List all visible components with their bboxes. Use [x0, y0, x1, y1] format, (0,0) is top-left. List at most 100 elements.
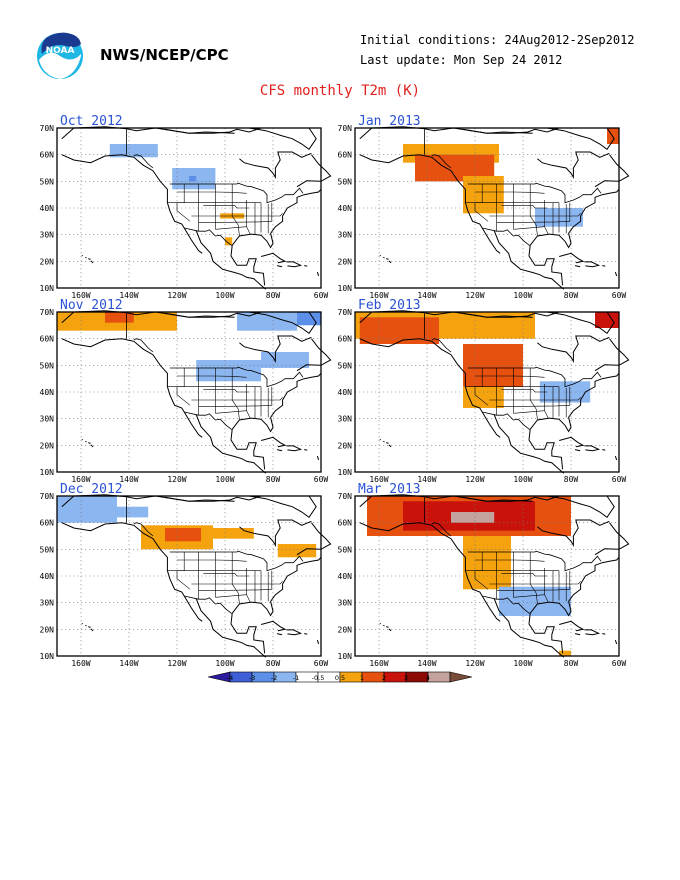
coastline — [239, 151, 312, 180]
state-border — [529, 368, 538, 420]
lon-tick-label: 60W — [612, 291, 627, 300]
lon-tick-label: 100W — [513, 659, 532, 668]
lon-tick-label: 60W — [314, 659, 329, 668]
lon-tick-label: 100W — [215, 659, 234, 668]
state-border — [198, 221, 272, 223]
map-panel-oct-2012: Oct 2012 70N 60N 50N 40N 30N 20N 10N 160W 140W 12… — [40, 115, 332, 300]
axis-labels: 70N 60N 50N 40N 30N 20N 10N 160W 140W 120W 100W 80W… — [338, 492, 627, 668]
colorbar-tick-label: 2 — [382, 674, 386, 682]
anomaly-cell — [117, 506, 149, 518]
lon-tick-label: 80W — [266, 475, 281, 484]
island-outline — [286, 629, 303, 636]
coastline — [195, 598, 267, 658]
lon-tick-label: 160W — [369, 291, 388, 300]
anomaly-cell — [297, 312, 321, 326]
lat-tick-label: 70N — [338, 492, 353, 501]
coastline — [359, 522, 501, 622]
lat-tick-label: 10N — [338, 284, 353, 293]
lon-tick-label: 80W — [266, 659, 281, 668]
lon-tick-label: 140W — [417, 475, 436, 484]
panel-title: Oct 2012 — [60, 114, 123, 129]
axis-labels: 70N 60N 50N 40N 30N 20N 10N 160W 140W 120W 100W 80W… — [40, 308, 329, 484]
island-outline — [85, 440, 87, 443]
lat-tick-label: 10N — [40, 284, 55, 293]
state-border — [191, 581, 283, 585]
country-border — [169, 366, 304, 388]
state-border — [475, 559, 545, 562]
anomaly-cell — [451, 512, 495, 523]
lat-tick-label: 20N — [40, 625, 55, 634]
lon-tick-label: 100W — [513, 475, 532, 484]
agency-name: NWS/NCEP/CPC — [100, 46, 229, 64]
state-border — [231, 368, 240, 420]
lon-tick-label: 160W — [71, 659, 90, 668]
state-border — [475, 191, 545, 194]
graticule — [355, 496, 619, 656]
lon-tick-label: 80W — [564, 659, 579, 668]
coastline — [594, 522, 630, 556]
island-outline — [602, 633, 606, 635]
island-outline — [602, 265, 606, 267]
island-outline — [85, 624, 87, 627]
lon-tick-label: 140W — [119, 659, 138, 668]
state-border — [529, 552, 538, 604]
lat-tick-label: 50N — [338, 361, 353, 370]
coastlines — [359, 126, 630, 290]
map-canvas: 70N 60N 50N 40N 30N 20N 10N 160W 140W 120W 100W 80W… — [40, 492, 332, 668]
coastline — [296, 522, 332, 556]
coastline — [248, 311, 317, 335]
coastline — [462, 495, 560, 502]
coastlines — [359, 494, 630, 658]
coastline — [546, 127, 615, 151]
lat-tick-label: 40N — [338, 572, 353, 581]
state-border — [177, 375, 247, 378]
coastline — [61, 154, 203, 254]
colorbar-tick-label: -3 — [249, 674, 255, 682]
island-outline — [559, 620, 585, 632]
panel-title: Nov 2012 — [60, 298, 123, 313]
coastlines — [359, 310, 630, 474]
state-border — [215, 594, 247, 598]
coastline — [231, 556, 322, 617]
coastline — [359, 338, 501, 438]
lon-tick-label: 80W — [564, 291, 579, 300]
state-border — [489, 581, 581, 585]
island-outline — [386, 442, 389, 444]
map-panel-dec-2012: Dec 2012 70N 60N 50N 40N 30N 20N 10N 160W 140W 12… — [40, 483, 332, 668]
anomaly-cell — [165, 528, 201, 542]
coastline — [546, 495, 615, 519]
lon-tick-label: 100W — [215, 475, 234, 484]
lat-tick-label: 70N — [338, 308, 353, 317]
coastline — [529, 188, 620, 249]
island-outline — [316, 271, 320, 277]
lat-tick-label: 60N — [338, 335, 353, 344]
anomaly-cell — [205, 528, 254, 539]
anomaly-cell — [277, 544, 317, 558]
anomaly-cell — [225, 237, 233, 246]
lon-tick-label: 120W — [167, 659, 186, 668]
anomaly-cell — [463, 536, 511, 590]
coastline — [493, 598, 565, 658]
map-frame — [56, 311, 322, 473]
lon-tick-label: 60W — [314, 291, 329, 300]
coastline — [231, 188, 322, 249]
map-frame — [354, 495, 620, 657]
lon-tick-label: 120W — [167, 291, 186, 300]
lat-tick-label: 50N — [338, 177, 353, 186]
map-canvas: 70N 60N 50N 40N 30N 20N 10N 160W 140W 120W 100W 80W… — [338, 492, 630, 668]
coastline — [493, 414, 565, 474]
initial-conditions: Initial conditions: 24Aug2012-2Sep2012 — [360, 33, 635, 47]
coastline — [239, 335, 312, 364]
state-border — [177, 559, 247, 562]
coastlines — [61, 494, 332, 658]
coastline — [239, 519, 312, 548]
state-border — [475, 375, 545, 378]
lat-tick-label: 60N — [40, 151, 55, 160]
country-border — [467, 366, 602, 388]
island-outline — [276, 633, 283, 636]
graticule — [57, 128, 321, 288]
state-border — [489, 213, 581, 217]
island-outline — [304, 449, 308, 451]
map-canvas: 70N 60N 50N 40N 30N 20N 10N 160W 140W 120W 100W 80W… — [40, 124, 332, 300]
island-outline — [574, 633, 581, 636]
